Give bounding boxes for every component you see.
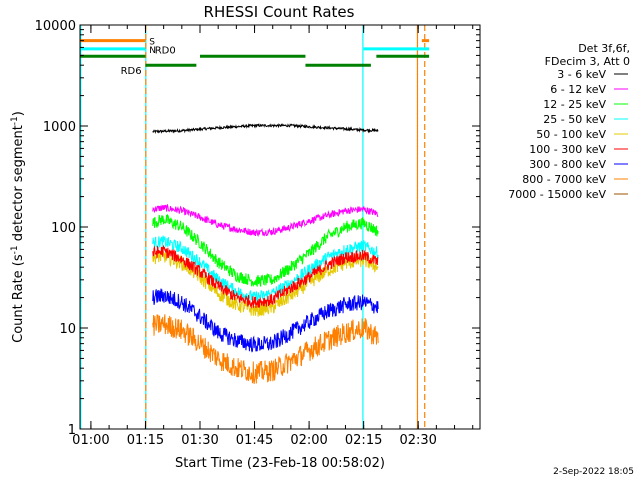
x-tick-label-01-30: 01:30 xyxy=(181,433,218,448)
axes: 1 10 100 1000 10000 01:00 01:15 01:30 01:45 02:00… xyxy=(35,19,480,448)
y-tick-label-1000: 1000 xyxy=(43,120,76,135)
x-tick-label-01-45: 01:45 xyxy=(236,433,273,448)
y-tick-label-1: 1 xyxy=(68,423,76,438)
legend: Det 3f,6f,FDecim 3, Att 03 - 6 keV 6 - 12… xyxy=(508,42,630,201)
x-tick-label-02-30: 02:30 xyxy=(399,433,436,448)
legend-header-0: Det 3f,6f, xyxy=(578,42,630,55)
x-tick-label-01-15: 01:15 xyxy=(127,433,164,448)
chart-title: RHESSI Count Rates xyxy=(204,3,355,21)
legend-header-1: FDecim 3, Att 0 xyxy=(545,55,630,68)
footer-date: 2-Sep-2022 18:05 xyxy=(553,467,634,477)
legend-label-7000-15000-kev: 7000 - 15000 keV xyxy=(508,188,606,201)
legend-label-3-6-kev: 3 - 6 keV xyxy=(557,68,606,81)
y-axis-label: Count Rate (s-1 detector segment-1) xyxy=(10,111,26,343)
x-tick-label-02-00: 02:00 xyxy=(290,433,327,448)
legend-label-100-300-kev: 100 - 300 keV xyxy=(529,143,606,156)
x-tick-label-02-15: 02:15 xyxy=(345,433,382,448)
x-axis-label: Start Time (23-Feb-18 00:58:02) xyxy=(175,456,385,471)
y-axis-label-close: ) xyxy=(11,111,26,116)
attenuator-label-n: N xyxy=(149,46,156,56)
decimation-label-rd6: RD6 xyxy=(121,66,142,77)
y-tick-label-10000: 10000 xyxy=(35,19,76,34)
y-axis-label-exp2: -1 xyxy=(10,116,20,125)
legend-label-12-25-kev: 12 - 25 keV xyxy=(543,98,606,111)
legend-label-800-7000-kev: 800 - 7000 keV xyxy=(522,173,606,186)
series-line-3-6-kev xyxy=(152,123,379,135)
x-tick-label-01-00: 01:00 xyxy=(72,433,109,448)
y-axis-label-exp1: -1 xyxy=(10,245,20,254)
decimation-label-rd0: RD0 xyxy=(155,45,176,56)
series-line-800-7000-kev xyxy=(152,314,379,384)
series-line-100-300-kev xyxy=(152,245,379,309)
series-line-25-50-kev xyxy=(152,235,379,304)
legend-label-300-800-kev: 300 - 800 keV xyxy=(529,158,606,171)
y-tick-label-10: 10 xyxy=(59,322,76,337)
legend-label-50-100-kev: 50 - 100 keV xyxy=(536,128,606,141)
series-line-6-12-kev xyxy=(152,203,379,237)
legend-label-25-50-kev: 25 - 50 keV xyxy=(543,113,606,126)
y-axis-label-part2: detector segment xyxy=(11,125,26,245)
y-axis-label-part1: Count Rate (s xyxy=(11,254,26,343)
series-line-12-25-kev xyxy=(152,213,379,288)
y-tick-label-100: 100 xyxy=(51,221,76,236)
series-line-300-800-kev xyxy=(152,288,379,353)
attenuator-label-s: S xyxy=(149,38,155,48)
legend-label-6-12-kev: 6 - 12 keV xyxy=(550,83,606,96)
